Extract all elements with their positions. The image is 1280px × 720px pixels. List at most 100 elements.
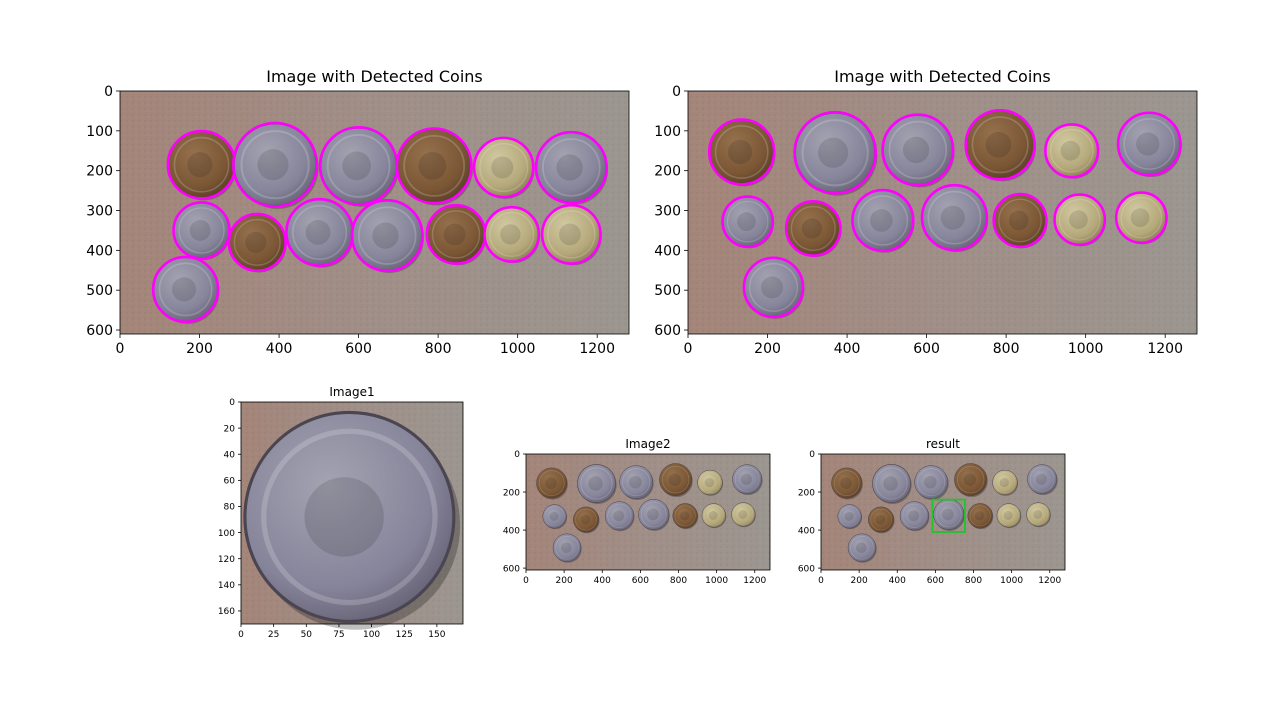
- y-tick-label: 200: [654, 164, 681, 180]
- axes: 0 200 400 600 800 1000 1200 0 100 200 300 400 500 600: [654, 84, 1198, 357]
- template-image-plot: Image1 0 25 50 75 100 125 150 0 20 40 60 80 100 120 14…: [218, 385, 464, 640]
- x-tick-label: 800: [670, 576, 687, 586]
- coin-emblem: [1003, 510, 1013, 520]
- detected-circle: [1114, 191, 1168, 245]
- coin: [793, 110, 878, 196]
- coin-emblem: [738, 509, 748, 519]
- coin-rim: [357, 206, 417, 265]
- y-tick-label: 140: [218, 581, 235, 591]
- coin-emblem: [1060, 140, 1081, 161]
- x-tick-label: 800: [993, 341, 1020, 357]
- coin: [967, 503, 994, 530]
- x-tick-label: 125: [396, 630, 413, 640]
- match-box: [931, 498, 966, 533]
- x-tick-label: 50: [301, 630, 313, 640]
- x-tick-label: 200: [851, 576, 868, 586]
- y-tick-label: 400: [654, 243, 681, 259]
- detected-circle: [920, 183, 989, 252]
- coin: [1116, 111, 1182, 178]
- coin-emblem: [818, 137, 849, 168]
- coin: [350, 199, 424, 273]
- coin-rim: [580, 467, 613, 500]
- coin: [701, 503, 727, 529]
- coin: [285, 197, 355, 268]
- coin-face: [899, 501, 929, 531]
- coin-emblem: [588, 476, 603, 491]
- y-tick-label: 0: [514, 450, 520, 460]
- coin-rim: [640, 501, 667, 528]
- coin-emblem: [875, 514, 886, 525]
- coin-rim: [403, 134, 466, 197]
- y-tick-label: 600: [654, 323, 681, 339]
- detected-circle: [793, 110, 877, 195]
- coin: [992, 469, 1019, 496]
- coin: [847, 533, 877, 563]
- coin-face: [731, 502, 756, 527]
- coin-rim: [956, 465, 985, 494]
- coin-emblem: [189, 219, 211, 241]
- result-plot: result 0 200 400 600 800 1000 1200 0 200 400 600: [798, 437, 1066, 586]
- detected-circle: [472, 136, 535, 199]
- coin-emblem: [1136, 132, 1160, 156]
- y-tick-label: 600: [86, 323, 113, 339]
- y-tick-label: 500: [654, 283, 681, 299]
- coin-rim: [833, 470, 860, 496]
- plot-title: Image2: [625, 437, 670, 451]
- axes-frame: [240, 401, 464, 625]
- y-tick-label: 200: [798, 488, 815, 498]
- coin-face: [967, 503, 993, 529]
- coin: [721, 195, 775, 249]
- coin-rim: [158, 262, 213, 317]
- coin-emblem: [491, 156, 514, 179]
- coin: [536, 467, 568, 500]
- coin-rim: [917, 468, 946, 497]
- coin-emblem: [856, 542, 867, 554]
- coin-emblem: [580, 514, 591, 525]
- detected-circle: [992, 192, 1048, 249]
- coin: [1114, 191, 1168, 245]
- coin: [166, 129, 237, 201]
- coin-rim: [1058, 198, 1101, 241]
- detected-circle: [851, 188, 915, 253]
- coin-rim: [902, 503, 927, 528]
- image-area: [688, 91, 1197, 334]
- detected-circle: [784, 199, 842, 257]
- y-tick-label: 400: [86, 243, 113, 259]
- coin: [1027, 464, 1058, 496]
- x-tick-label: 400: [266, 341, 293, 357]
- coin-rim: [233, 218, 281, 266]
- coin: [954, 463, 988, 498]
- coin-face: [542, 504, 567, 529]
- coin-emblem: [372, 222, 399, 249]
- detected-circle: [534, 130, 608, 205]
- coin-emblem: [545, 477, 557, 489]
- coin-face: [638, 498, 670, 530]
- coin-emblem: [870, 209, 893, 232]
- x-tick-label: 600: [927, 576, 944, 586]
- coin-rim: [734, 466, 760, 492]
- axes-frame: [525, 453, 771, 571]
- coin-emblem: [561, 542, 572, 554]
- axes-frame: [820, 453, 1066, 571]
- coin-emblem: [761, 276, 784, 299]
- detected-circle: [964, 109, 1036, 181]
- coin-face: [868, 506, 895, 533]
- coin: [851, 188, 915, 253]
- x-tick-label: 1200: [743, 576, 766, 586]
- x-tick-label: 0: [116, 341, 125, 357]
- coin: [172, 201, 231, 261]
- coin-rim: [703, 505, 724, 526]
- y-tick-label: 0: [672, 84, 681, 100]
- coin: [707, 118, 776, 187]
- y-tick-label: 300: [654, 204, 681, 220]
- coin-rim: [326, 133, 391, 198]
- coin-emblem: [1069, 210, 1088, 230]
- coin-emblem: [629, 475, 642, 489]
- coin-rim: [575, 508, 597, 531]
- detected-circle: [350, 199, 424, 273]
- x-tick-label: 1200: [1147, 341, 1183, 357]
- coin: [920, 183, 989, 253]
- coin: [1026, 502, 1051, 528]
- coin-face: [697, 469, 723, 496]
- coin: [227, 212, 287, 273]
